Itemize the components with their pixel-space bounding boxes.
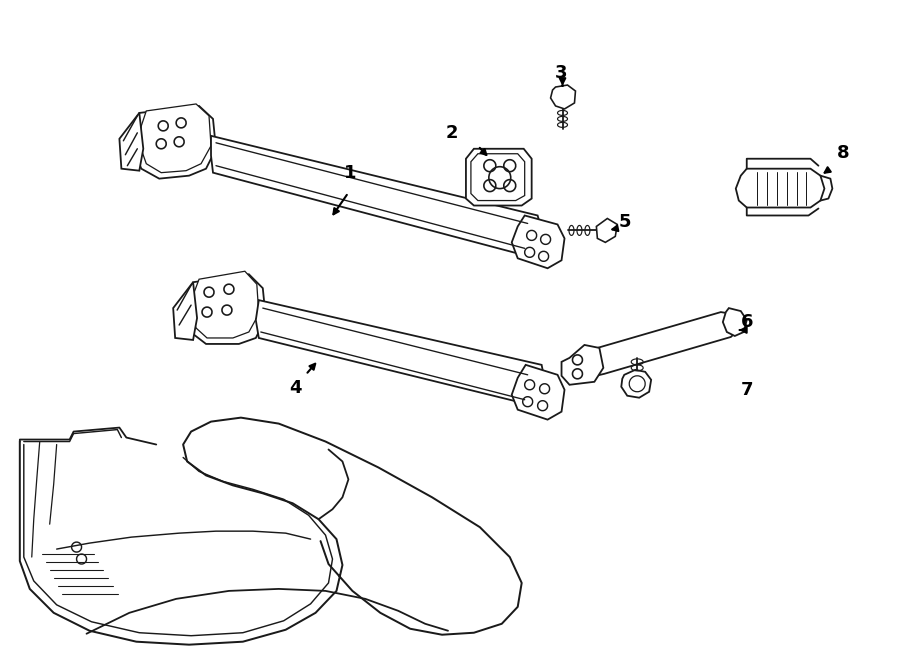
Polygon shape (512, 215, 564, 268)
Text: 5: 5 (619, 214, 632, 231)
Polygon shape (133, 106, 216, 178)
Polygon shape (471, 154, 525, 200)
Text: 3: 3 (555, 64, 568, 82)
Text: 8: 8 (837, 143, 850, 162)
Polygon shape (597, 219, 617, 243)
Polygon shape (186, 274, 266, 344)
Polygon shape (621, 370, 652, 398)
Polygon shape (512, 365, 564, 420)
Polygon shape (211, 136, 542, 255)
Polygon shape (551, 85, 575, 109)
Text: 7: 7 (741, 381, 753, 399)
Polygon shape (173, 282, 197, 340)
Text: 6: 6 (741, 313, 753, 331)
Text: 1: 1 (344, 164, 356, 182)
Text: 4: 4 (290, 379, 302, 397)
Polygon shape (466, 149, 532, 206)
Text: 2: 2 (446, 124, 458, 142)
Polygon shape (736, 169, 824, 208)
Polygon shape (140, 104, 211, 173)
Polygon shape (120, 113, 143, 171)
Polygon shape (189, 271, 259, 338)
Polygon shape (723, 308, 747, 336)
Polygon shape (256, 300, 544, 404)
Polygon shape (562, 345, 603, 385)
Polygon shape (581, 312, 742, 378)
